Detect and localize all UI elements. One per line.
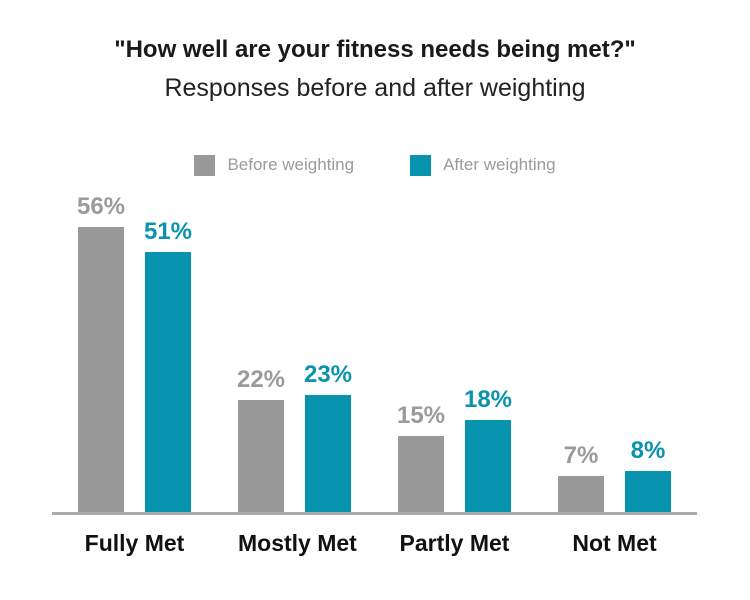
bar-before-mostly-met [238, 399, 284, 512]
x-axis-labels: Fully Met Mostly Met Partly Met Not Met [78, 530, 750, 557]
legend-label-after: After weighting [443, 155, 556, 175]
bar-value-after-mostly-met: 23% [303, 360, 353, 388]
bar-group-partly-met: 15% 18% [396, 385, 513, 512]
x-axis-label-partly-met: Partly Met [399, 529, 510, 556]
chart-subtitle: Responses before and after weighting [164, 73, 586, 102]
bar-value-before-partly-met: 15% [396, 401, 446, 429]
x-axis-label-not-met: Not Met [572, 529, 657, 556]
bar-col: 51% [143, 217, 193, 512]
bar-value-after-fully-met: 51% [143, 217, 193, 245]
chart-title: "How well are your fitness needs being m… [114, 36, 636, 63]
bar-value-before-not-met: 7% [563, 441, 599, 469]
bar-group-mostly-met: 22% 23% [236, 360, 353, 512]
bar-col: 8% [625, 436, 671, 512]
bar-group-fully-met: 56% 51% [76, 192, 193, 512]
bar-group-not-met: 7% 8% [558, 436, 671, 512]
bar-value-after-partly-met: 18% [463, 385, 513, 413]
bar-col: 22% [236, 365, 286, 512]
legend-swatch-before-icon [194, 154, 216, 176]
bar-after-fully-met [145, 251, 191, 512]
bar-value-after-not-met: 8% [630, 436, 666, 464]
legend-swatch-after-icon [410, 154, 432, 176]
bar-before-partly-met [398, 435, 444, 512]
legend-item-before-weighting: Before weighting [194, 154, 355, 176]
bar-col: 56% [76, 192, 126, 512]
x-axis-label-mostly-met: Mostly Met [238, 529, 357, 556]
bar-before-not-met [558, 475, 604, 512]
bar-after-mostly-met [305, 394, 351, 512]
bar-after-partly-met [465, 419, 511, 512]
plot-area: 56% 51% 22% 23% 15% 18% [76, 188, 750, 512]
legend: Before weighting After weighting [0, 154, 750, 176]
bar-value-before-mostly-met: 22% [236, 365, 286, 393]
legend-label-before: Before weighting [227, 155, 355, 175]
bar-after-not-met [625, 470, 671, 512]
legend-item-after-weighting: After weighting [410, 154, 556, 176]
x-axis-line [52, 511, 697, 515]
bar-before-fully-met [78, 226, 124, 512]
bar-col: 7% [558, 441, 604, 512]
bar-col: 23% [303, 360, 353, 512]
x-axis-label-fully-met: Fully Met [84, 529, 185, 556]
bar-col: 18% [463, 385, 513, 512]
bar-col: 15% [396, 401, 446, 512]
bar-value-before-fully-met: 56% [76, 192, 126, 220]
